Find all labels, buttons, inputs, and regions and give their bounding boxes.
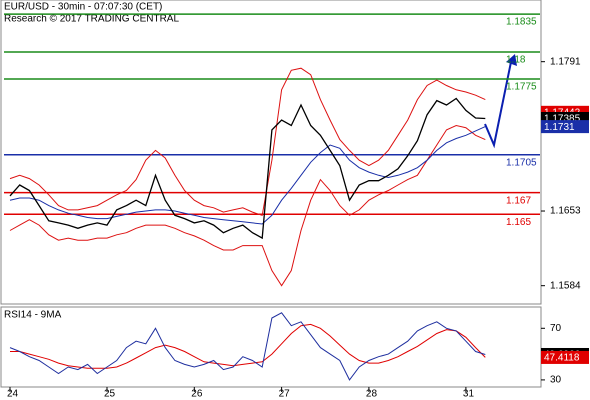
main-frame (0, 0, 542, 305)
rsi-frame (0, 306, 542, 388)
y-tick-label: 1.1584 (550, 280, 581, 291)
series-line (9, 124, 486, 287)
level-label: 1.1775 (506, 82, 537, 93)
forecast-arrow (484, 54, 517, 149)
price-marker-label: 1.1731 (544, 122, 575, 133)
price-marker (541, 350, 589, 364)
chart-subtitle: Research © 2017 TRADING CENTRAL (4, 14, 179, 25)
price-marker (541, 120, 589, 134)
level-label: 1.1705 (506, 157, 537, 168)
price-marker-label: 47.4118 (544, 353, 580, 364)
series-line (9, 67, 486, 216)
series-line (10, 323, 486, 369)
y-tick-label: 1.1653 (550, 206, 581, 217)
level-label: 1.167 (506, 195, 531, 206)
price-marker-label: 1.17385 (544, 114, 581, 125)
x-tick-label: 28 (366, 389, 378, 400)
level-label: 1.165 (506, 217, 531, 228)
forecast-line (484, 61, 512, 149)
x-tick-label: 26 (191, 389, 203, 400)
forecast-head (506, 54, 517, 66)
x-tick-label: 25 (104, 389, 116, 400)
series-line (9, 126, 486, 225)
rsi-title: RSI14 - 9MA (4, 310, 62, 321)
x-tick-label: 24 (7, 389, 19, 400)
chart-title: EUR/USD - 30min - 07:07:30 (CET) (4, 2, 162, 13)
y-tick-label: 1.1791 (550, 56, 581, 67)
level-label: 1.1835 (506, 17, 537, 28)
level-label: 1.18 (506, 55, 526, 66)
series-line (9, 97, 486, 240)
x-tick-label: 31 (463, 389, 475, 400)
x-tick-label: 27 (279, 389, 291, 400)
y-tick-label: 30 (550, 375, 562, 386)
y-tick-label: 70 (550, 323, 562, 334)
series-line (9, 312, 486, 381)
